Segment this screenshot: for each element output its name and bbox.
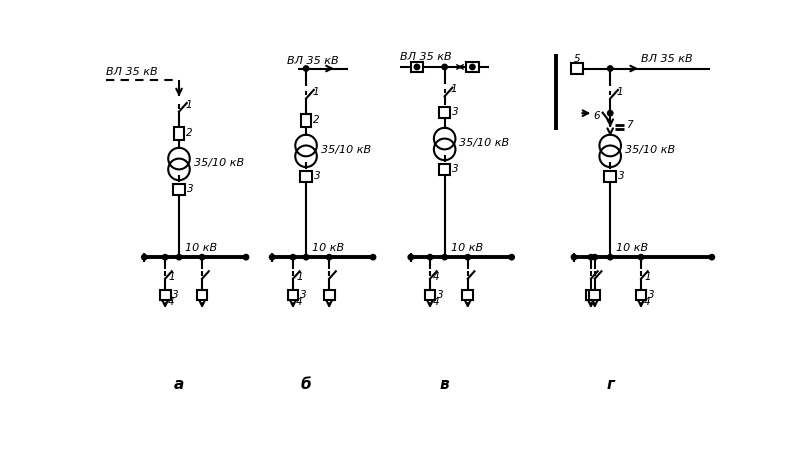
- Text: 35/10 кВ: 35/10 кВ: [625, 145, 675, 155]
- Circle shape: [638, 255, 644, 260]
- Circle shape: [588, 255, 594, 260]
- Text: 3: 3: [648, 290, 654, 300]
- Text: 7: 7: [626, 120, 632, 130]
- Text: 3: 3: [186, 185, 194, 194]
- Circle shape: [199, 255, 205, 260]
- Text: б: б: [301, 377, 311, 392]
- Circle shape: [465, 255, 470, 260]
- Text: 10 кВ: 10 кВ: [312, 243, 344, 253]
- Text: 4: 4: [168, 297, 175, 307]
- Circle shape: [408, 255, 414, 260]
- Bar: [197, 290, 207, 300]
- Circle shape: [162, 255, 168, 260]
- Text: 3: 3: [618, 172, 625, 181]
- Text: 10 кВ: 10 кВ: [616, 243, 649, 253]
- Circle shape: [270, 255, 275, 260]
- Circle shape: [142, 255, 147, 260]
- Text: в: в: [440, 377, 450, 392]
- Circle shape: [470, 64, 475, 70]
- Text: 3: 3: [437, 290, 443, 300]
- Circle shape: [571, 255, 577, 260]
- Circle shape: [592, 255, 598, 260]
- Bar: [571, 63, 583, 74]
- Circle shape: [176, 255, 182, 260]
- Text: 2: 2: [313, 115, 320, 125]
- Text: 10 кВ: 10 кВ: [451, 243, 483, 253]
- Circle shape: [370, 255, 376, 260]
- Circle shape: [509, 255, 514, 260]
- Bar: [439, 163, 450, 175]
- Text: ВЛ 35 кВ: ВЛ 35 кВ: [641, 54, 693, 64]
- Text: 1: 1: [644, 272, 650, 282]
- Bar: [636, 290, 646, 300]
- Text: 35/10 кВ: 35/10 кВ: [194, 158, 244, 168]
- Bar: [324, 290, 334, 300]
- Text: ВЛ 35 кВ: ВЛ 35 кВ: [399, 52, 451, 62]
- Circle shape: [427, 255, 433, 260]
- Text: 3: 3: [314, 172, 320, 181]
- Bar: [462, 290, 473, 300]
- Bar: [287, 290, 298, 300]
- Bar: [425, 290, 435, 300]
- Text: 3: 3: [452, 107, 459, 117]
- Bar: [410, 62, 423, 72]
- Text: г: г: [606, 377, 614, 392]
- Text: 1: 1: [296, 272, 302, 282]
- Circle shape: [607, 66, 613, 71]
- Circle shape: [303, 255, 309, 260]
- Circle shape: [303, 66, 309, 71]
- Text: 5: 5: [574, 53, 581, 63]
- Text: 3: 3: [452, 164, 459, 174]
- Bar: [174, 184, 185, 195]
- Text: 35/10 кВ: 35/10 кВ: [459, 138, 510, 148]
- Bar: [300, 171, 312, 182]
- Bar: [302, 114, 310, 127]
- Text: ВЛ 35 кВ: ВЛ 35 кВ: [287, 56, 338, 66]
- Text: 1: 1: [451, 84, 458, 94]
- Bar: [174, 127, 184, 140]
- Circle shape: [414, 64, 420, 70]
- Text: 1: 1: [616, 87, 623, 97]
- Text: 4: 4: [433, 297, 440, 307]
- Bar: [586, 290, 596, 300]
- Text: 4: 4: [433, 272, 440, 282]
- Text: 3: 3: [300, 290, 306, 300]
- Circle shape: [442, 255, 447, 260]
- Bar: [439, 106, 450, 118]
- Bar: [160, 290, 170, 300]
- Text: 3: 3: [172, 290, 178, 300]
- Text: 1: 1: [168, 272, 175, 282]
- Circle shape: [607, 110, 613, 116]
- Circle shape: [326, 255, 332, 260]
- Circle shape: [709, 255, 714, 260]
- Circle shape: [243, 255, 249, 260]
- Text: 6: 6: [594, 111, 600, 121]
- Text: 1: 1: [312, 87, 319, 97]
- Text: а: а: [174, 377, 184, 392]
- Text: 1: 1: [185, 100, 192, 110]
- Text: 2: 2: [186, 128, 193, 138]
- Bar: [605, 171, 616, 182]
- Text: ВЛ 35 кВ: ВЛ 35 кВ: [106, 67, 158, 77]
- Circle shape: [442, 64, 447, 70]
- Bar: [590, 290, 600, 300]
- Text: 4: 4: [296, 297, 302, 307]
- Circle shape: [607, 255, 613, 260]
- Text: 35/10 кВ: 35/10 кВ: [321, 145, 371, 155]
- Text: 4: 4: [644, 297, 650, 307]
- Bar: [466, 62, 478, 72]
- Text: 10 кВ: 10 кВ: [185, 243, 218, 253]
- Circle shape: [290, 255, 296, 260]
